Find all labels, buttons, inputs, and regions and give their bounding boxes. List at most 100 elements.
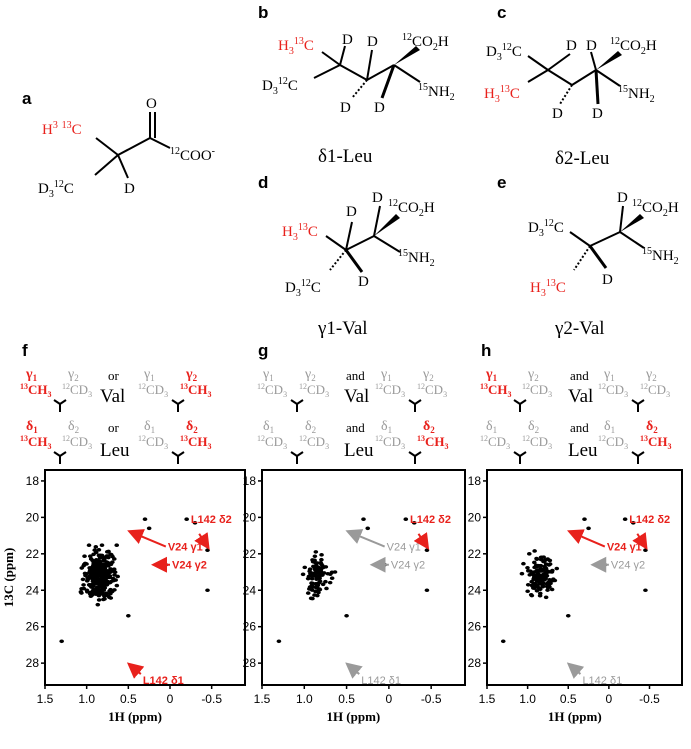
isotope-sub: 3 xyxy=(208,390,212,399)
isotope-group: CD xyxy=(265,434,283,449)
y-tick-label: 18 xyxy=(468,474,482,488)
peak xyxy=(540,584,546,588)
isotope-label: 13CH3 xyxy=(480,382,512,399)
peak xyxy=(525,589,530,594)
peak xyxy=(104,560,109,564)
peak xyxy=(554,566,560,571)
isotope-label: 12CD3 xyxy=(480,434,510,451)
greek-label: γ1 xyxy=(143,367,155,383)
bond xyxy=(296,399,304,405)
bond xyxy=(171,399,179,405)
peak xyxy=(411,521,417,525)
annotation-arrow xyxy=(194,532,210,550)
peak xyxy=(142,517,148,521)
peak xyxy=(537,579,543,584)
peak xyxy=(519,571,525,576)
x-tick-label: 1.0 xyxy=(296,692,313,706)
bond-wedge xyxy=(620,214,644,232)
amine-label: 15NH2 xyxy=(418,82,455,103)
isotope-sup: 12 xyxy=(375,382,383,391)
greek-label: γ2 xyxy=(422,367,434,383)
peak xyxy=(114,583,120,588)
peak xyxy=(184,517,189,521)
peak xyxy=(525,582,531,587)
annotation-label: V24 γ2 xyxy=(391,560,425,572)
peak xyxy=(531,576,537,580)
bond xyxy=(325,235,347,251)
leu-join: or xyxy=(108,420,120,435)
peak xyxy=(315,561,320,565)
annotation-label: V24 γ1 xyxy=(168,542,203,554)
peak xyxy=(96,585,101,589)
y-tick-label: 22 xyxy=(243,547,257,561)
methyl-13c-label: H313C xyxy=(530,278,566,299)
peak xyxy=(547,562,553,566)
bond xyxy=(373,205,381,237)
isotope-label: 13CH3 xyxy=(20,382,52,399)
spectrum-g: 18 20 22 24 26 28 1.5 1.0 0.5 0 -0.5 1H (ppm) V24 γ1… xyxy=(243,469,466,724)
greek-subscript: 1 xyxy=(150,373,155,383)
annotation-label: V24 γ1 xyxy=(607,542,642,554)
isotope-sup: 12 xyxy=(598,382,606,391)
greek-subscript: 2 xyxy=(74,373,79,383)
peak xyxy=(319,553,324,557)
peak xyxy=(101,562,107,567)
peak xyxy=(532,573,538,578)
greek-label: γ2 xyxy=(304,367,316,383)
isotope-group: CD xyxy=(530,382,548,397)
peak xyxy=(311,564,316,569)
greek-label: δ2 xyxy=(646,419,658,435)
labeling-scheme-f: f or Val or Leu xyxy=(22,341,130,461)
x-axis-label: 1H (ppm) xyxy=(108,709,162,724)
x-tick-label: 0 xyxy=(606,692,613,706)
deuterium-label: D xyxy=(342,32,353,48)
y-tick-label: 18 xyxy=(26,474,40,488)
peak xyxy=(302,565,308,570)
bond xyxy=(366,64,395,81)
y-tick-label: 24 xyxy=(243,583,257,597)
peak xyxy=(114,543,120,548)
peak xyxy=(323,565,329,569)
isotope-label: 12CD3 xyxy=(138,434,168,451)
plot-frame xyxy=(44,469,246,686)
peak xyxy=(533,584,538,589)
bond xyxy=(637,451,645,457)
isotope-sup: 13 xyxy=(640,434,648,443)
peak xyxy=(550,578,555,583)
val-label: Val xyxy=(100,386,125,407)
peak xyxy=(91,552,96,557)
peak xyxy=(308,574,314,578)
isotope-sub: 3 xyxy=(48,442,52,451)
isotope-label: 12CD3 xyxy=(598,434,628,451)
x-tick-label: 1.5 xyxy=(479,692,496,706)
annotation-label: L142 δ1 xyxy=(361,675,401,687)
bond xyxy=(513,451,521,457)
peak xyxy=(321,571,327,575)
annotation-label: L142 δ1 xyxy=(143,675,184,687)
panel-label-b: b xyxy=(258,3,268,22)
greek-label: δ2 xyxy=(423,419,435,435)
peak xyxy=(643,588,648,593)
y-tick-label: 24 xyxy=(26,583,40,597)
deuterium-label: D xyxy=(552,106,563,122)
peak xyxy=(424,588,430,593)
methyl-12c-label: D312C xyxy=(285,278,321,299)
greek-label: γ2 xyxy=(67,367,79,383)
peak xyxy=(622,517,628,521)
isotope-group: CD xyxy=(307,382,325,397)
greek-label: γ1 xyxy=(25,367,38,383)
panel-label-a: a xyxy=(22,89,32,108)
greek-label: γ2 xyxy=(645,367,657,383)
peak xyxy=(107,589,112,593)
bond xyxy=(59,399,67,405)
isotope-sub: 3 xyxy=(445,442,449,451)
peak xyxy=(344,613,349,618)
isotope-sup: 13 xyxy=(180,434,188,443)
plot-frame xyxy=(261,469,466,686)
